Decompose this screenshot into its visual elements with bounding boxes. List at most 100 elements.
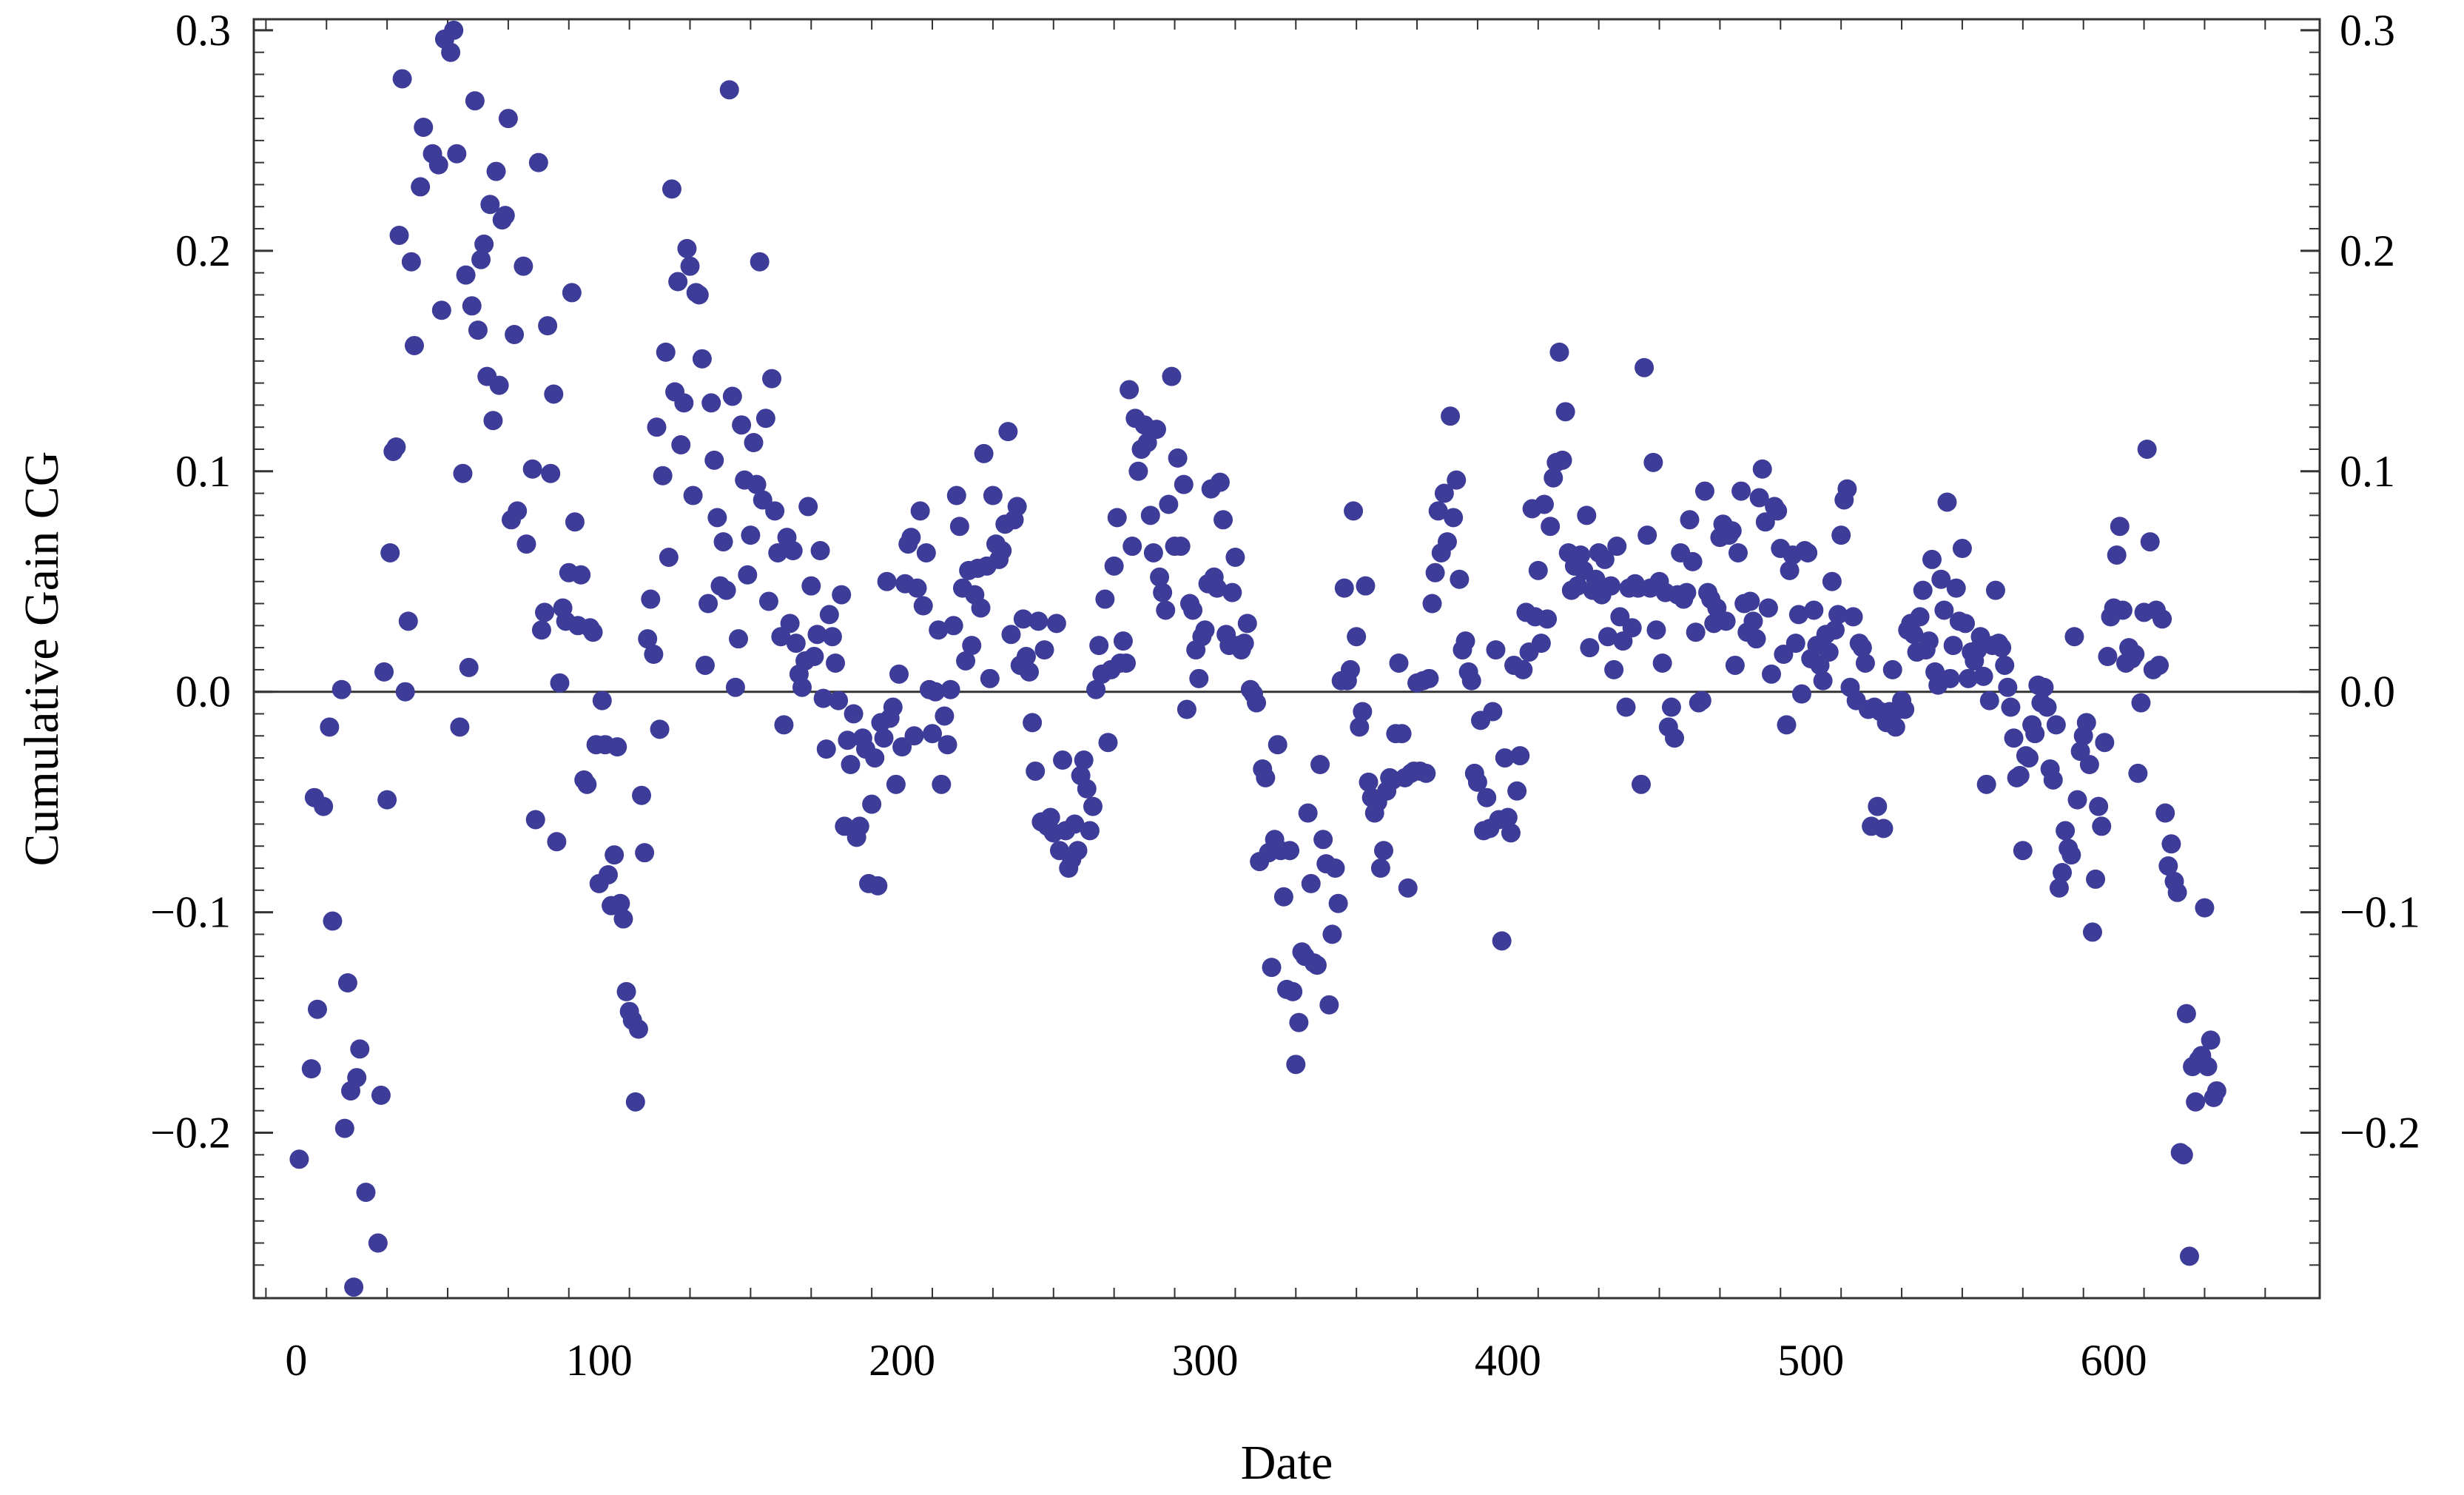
- data-point: [1334, 578, 1354, 598]
- data-point: [1143, 542, 1163, 562]
- data-point: [722, 386, 742, 406]
- data-point: [1020, 662, 1040, 682]
- data-point: [644, 645, 664, 665]
- data-point: [1029, 611, 1048, 631]
- data-point: [1931, 569, 1951, 589]
- data-point: [780, 614, 800, 634]
- data-point: [320, 717, 340, 737]
- data-point: [447, 144, 467, 164]
- data-point: [1283, 981, 1303, 1001]
- data-point: [1819, 642, 1839, 662]
- data-point: [1635, 357, 1655, 377]
- data-point: [2013, 841, 2033, 861]
- data-points: [289, 20, 2226, 1297]
- plot-frame: [252, 18, 2321, 1300]
- data-point: [1568, 576, 1588, 596]
- data-point: [1616, 697, 1636, 717]
- data-point: [1207, 578, 1227, 598]
- data-point: [404, 335, 424, 355]
- data-point: [974, 443, 994, 463]
- data-point: [1885, 717, 1905, 737]
- data-point: [1195, 620, 1215, 640]
- data-point: [1023, 713, 1043, 733]
- data-point: [1083, 796, 1103, 816]
- data-point: [2098, 647, 2118, 667]
- data-point: [1831, 525, 1851, 545]
- data-point: [932, 774, 952, 794]
- data-point: [1822, 571, 1842, 591]
- data-point: [1607, 537, 1627, 557]
- data-point: [605, 845, 625, 865]
- data-point: [1740, 591, 1760, 611]
- data-point: [1428, 501, 1448, 521]
- data-point: [2010, 765, 2030, 785]
- data-point: [1749, 488, 1769, 508]
- y-tick-label-right: 0.0: [2340, 668, 2395, 716]
- data-point: [1637, 525, 1657, 545]
- data-point: [926, 682, 946, 702]
- data-point: [592, 691, 612, 710]
- data-point: [1979, 691, 1999, 710]
- data-point: [680, 256, 700, 276]
- data-point: [1498, 807, 1518, 827]
- data-point: [689, 285, 709, 305]
- data-point: [841, 755, 861, 775]
- data-point: [1128, 461, 1148, 481]
- data-point: [450, 717, 470, 737]
- data-point: [1016, 647, 1036, 667]
- data-point: [1422, 594, 1442, 614]
- data-point: [1544, 468, 1563, 488]
- data-point: [656, 342, 676, 362]
- data-point: [844, 704, 864, 724]
- data-point: [1555, 402, 1575, 422]
- data-point: [1538, 609, 1558, 629]
- data-point: [1913, 580, 1933, 600]
- data-point: [307, 999, 327, 1019]
- data-point: [819, 605, 839, 625]
- y-axis-title: Cumulative Gain CG: [15, 451, 69, 867]
- data-point: [1937, 492, 1957, 512]
- data-point: [1210, 472, 1230, 492]
- data-point: [1117, 653, 1137, 673]
- data-point: [822, 627, 842, 647]
- data-point: [729, 629, 749, 649]
- data-point: [901, 528, 921, 548]
- data-point: [650, 719, 670, 739]
- data-point: [1026, 761, 1046, 781]
- data-point: [541, 463, 561, 483]
- data-point: [1976, 774, 1996, 794]
- data-point: [1910, 607, 1930, 627]
- data-point: [768, 542, 788, 562]
- data-point: [1122, 537, 1142, 557]
- data-point: [1441, 406, 1461, 426]
- data-point: [1483, 702, 1503, 722]
- data-point: [1344, 501, 1364, 521]
- data-point: [2061, 845, 2081, 865]
- data-point: [1086, 679, 1106, 699]
- data-point: [2086, 869, 2106, 889]
- data-point: [638, 629, 658, 649]
- data-point: [1531, 634, 1551, 654]
- data-point: [1534, 494, 1554, 514]
- y-tick-label-right: −0.2: [2340, 1109, 2420, 1158]
- data-point: [483, 411, 503, 431]
- data-point: [2092, 816, 2112, 836]
- data-point: [505, 325, 525, 345]
- data-point: [2207, 1081, 2226, 1101]
- data-point: [380, 542, 400, 562]
- data-point: [849, 816, 869, 836]
- data-point: [1731, 481, 1751, 501]
- data-point: [498, 109, 518, 129]
- x-tick-label: 0: [285, 1336, 307, 1385]
- data-point: [1785, 634, 1805, 654]
- data-point: [428, 155, 448, 175]
- data-point: [1768, 501, 1788, 521]
- data-point: [2113, 600, 2133, 620]
- data-point: [577, 774, 597, 794]
- data-point: [1120, 380, 1140, 400]
- data-point: [938, 735, 957, 755]
- data-point: [459, 657, 479, 677]
- data-point: [1214, 510, 1233, 530]
- data-point: [1686, 622, 1706, 642]
